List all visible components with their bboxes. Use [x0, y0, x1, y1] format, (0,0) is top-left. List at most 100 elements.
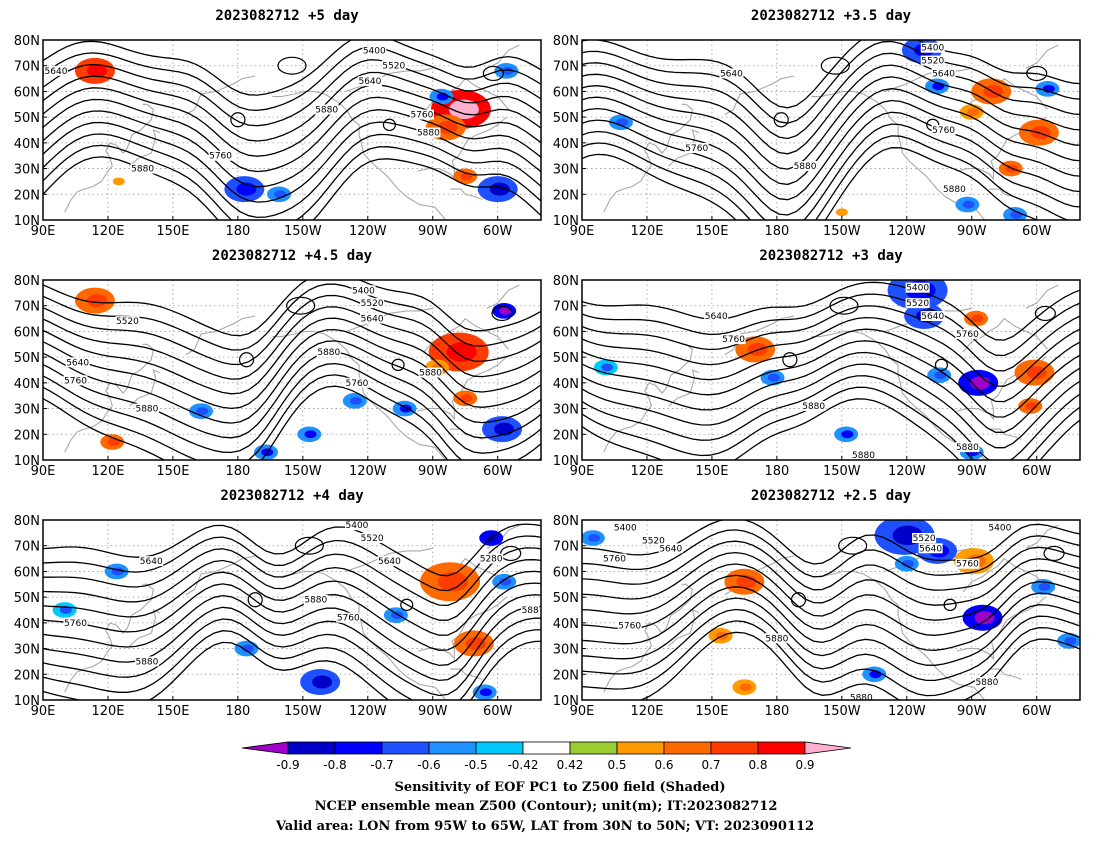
contour-label: 5880 [304, 596, 327, 606]
z500-contour-line [43, 328, 541, 410]
lat-tick-label: 80N [14, 274, 40, 289]
panel-4: 2023082712 +3 day 5400 5520 5640 5640 5760 57… [553, 248, 1081, 479]
z500-contour-line [582, 351, 1080, 433]
caption-line-3: Valid area: LON from 95W to 65W, LAT fro… [275, 819, 814, 834]
contour-label: 5400 [614, 524, 637, 534]
z500-contour-line [582, 363, 1080, 449]
sensitivity-core [499, 577, 512, 586]
lat-tick-label: 50N [14, 591, 40, 606]
z500-contour-line [582, 76, 1080, 170]
closed-contour [294, 536, 324, 555]
colorbar: -0.9 -0.8 -0.7 -0.6 -0.5 -0.42 0.42 0.5 0.6 0.7 0.… [241, 741, 852, 772]
map-frame [42, 279, 542, 461]
panel-title: 2023082712 +4 day [220, 488, 364, 504]
contour-label: 5880 [135, 657, 158, 667]
contour-label: 5520 [642, 537, 665, 547]
lat-tick-label: 60N [14, 85, 40, 100]
colorbar-swatch [569, 741, 618, 755]
z500-contour-line [582, 620, 1080, 697]
contour-label: 5880 [315, 105, 338, 115]
sensitivity-core [747, 342, 768, 356]
lat-tick-label: 20N [553, 428, 579, 443]
z500-contour-line [43, 84, 541, 157]
lat-tick-label: 20N [14, 668, 40, 683]
contour-label: 5520 [116, 317, 139, 327]
sensitivity-core [901, 559, 914, 568]
z500-contour-line [582, 281, 1080, 341]
lat-tick-label: 30N [553, 163, 579, 178]
lon-tick-label: 120E [91, 224, 124, 239]
lat-tick-label: 60N [14, 565, 40, 580]
lat-tick-label: 60N [553, 565, 579, 580]
z500-contour-line [582, 597, 1080, 666]
coastlines [64, 524, 520, 700]
contour-label: 5640 [659, 544, 682, 554]
z500-contour-line [582, 563, 1080, 621]
lon-tick-label: 150E [695, 464, 728, 479]
contour-label: 5520 [361, 299, 384, 309]
contour-label: 5760 [337, 614, 360, 624]
contour-label: 5880 [131, 165, 154, 175]
closed-contour [829, 296, 859, 315]
z500-contour-line [43, 594, 541, 667]
sensitivity-core [196, 407, 209, 416]
z500-contour-line [582, 328, 1080, 403]
z500-contour-line [43, 133, 541, 219]
colorbar-tick-label: -0.42 [507, 758, 538, 772]
lon-tick-label: 60W [1022, 464, 1052, 479]
closed-contour [934, 358, 949, 372]
lon-tick-label: 90E [31, 464, 56, 479]
z500-contour-line [43, 306, 541, 380]
sensitivity-core [501, 66, 514, 75]
contour-label: 5880 [943, 185, 966, 195]
z500-contour-line [43, 535, 541, 592]
sensitivity-core [970, 376, 991, 390]
closed-contour [773, 112, 789, 128]
z500-contour-line [43, 280, 541, 337]
closed-contour [382, 118, 397, 132]
lat-tick-label: 70N [14, 540, 40, 555]
sensitivity-core [86, 294, 107, 308]
panel-6: 2023082712 +2.5 day 54005520564057605520… [553, 488, 1081, 719]
contour-label: 5640 [378, 557, 401, 567]
lat-tick-label: 80N [553, 34, 579, 49]
z500-contour-line [43, 362, 541, 454]
colorbar-swatch [381, 741, 430, 755]
closed-contour [482, 65, 504, 82]
contour-label: 5520 [913, 534, 936, 544]
colorbar-tick-label: -0.5 [464, 758, 487, 772]
z500-contours [43, 40, 541, 220]
z500-contour-line [582, 386, 1080, 460]
z500-contours [43, 280, 541, 460]
contour-label: 5760 [346, 379, 369, 389]
z500-contour-line [582, 551, 1080, 606]
colorbar-tick-label: -0.8 [323, 758, 346, 772]
caption-line-1: Sensitivity of EOF PC1 to Z500 field (Sh… [394, 780, 725, 795]
lat-tick-label: 80N [553, 514, 579, 529]
contour-label: 5880 [417, 129, 440, 139]
lon-tick-label: 150W [823, 704, 861, 719]
sensitivity-core [739, 683, 752, 692]
z500-contour-line [43, 340, 541, 424]
contour-labels: 5400552056405760552056405400576057605880… [602, 522, 1012, 700]
lon-tick-label: 150E [695, 704, 728, 719]
z500-contour-line [582, 64, 1080, 155]
map-frame [42, 519, 542, 701]
lat-tick-label: 40N [14, 137, 40, 152]
z500-contour-line [43, 156, 541, 220]
sensitivity-patch [835, 208, 848, 217]
contour-label: 5880 [135, 405, 158, 415]
lon-tick-label: 90E [31, 224, 56, 239]
closed-contour [238, 352, 255, 368]
lat-tick-label: 20N [553, 668, 579, 683]
z500-contour-line [43, 317, 541, 395]
z500-contour-line [43, 570, 541, 636]
z500-contour-line [582, 608, 1080, 682]
z500-contour-line [582, 375, 1080, 460]
lon-tick-label: 120W [349, 704, 387, 719]
panel-title: 2023082712 +4.5 day [212, 248, 373, 264]
lon-tick-label: 90W [418, 464, 448, 479]
lat-tick-label: 30N [14, 643, 40, 658]
lon-tick-label: 60W [1022, 224, 1052, 239]
lon-tick-label: 120E [91, 704, 124, 719]
